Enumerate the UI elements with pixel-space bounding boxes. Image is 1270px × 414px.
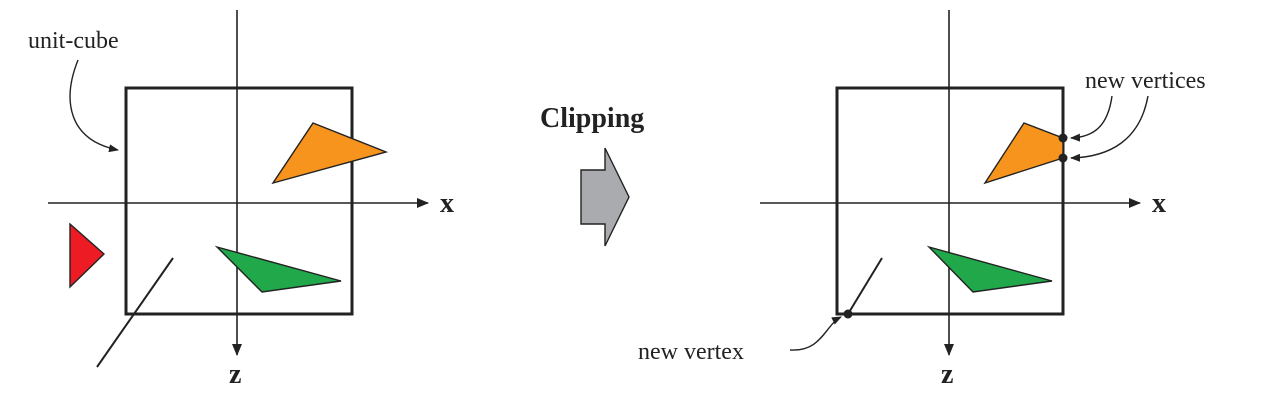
new-vertices-label: new vertices xyxy=(1085,68,1206,94)
new-vertex-dot-line xyxy=(843,309,853,319)
right-green-triangle xyxy=(926,245,1053,293)
right-panel: x z new vertices new vertex xyxy=(638,10,1206,390)
new-vertices-pointer-lower xyxy=(1070,95,1149,162)
left-unit-cube xyxy=(124,86,354,316)
new-vertex-dot-upper xyxy=(1058,133,1068,143)
right-x-axis-label: x xyxy=(1152,188,1166,219)
right-z-axis-label: z xyxy=(941,359,953,390)
left-x-axis-label: x xyxy=(440,188,454,219)
clipping-arrow-icon xyxy=(580,147,630,247)
clipping-label: Clipping xyxy=(540,103,644,134)
right-line-segment xyxy=(847,257,883,315)
left-red-triangle xyxy=(69,222,106,289)
right-unit-cube xyxy=(835,86,1065,316)
new-vertex-label: new vertex xyxy=(638,339,744,365)
left-line-segment xyxy=(96,257,174,368)
left-orange-triangle xyxy=(271,122,389,185)
new-vertex-dot-lower xyxy=(1058,153,1068,163)
unit-cube-label: unit-cube xyxy=(28,28,119,54)
left-panel: x z unit-cube xyxy=(28,10,454,390)
middle-section: Clipping xyxy=(540,103,644,247)
left-green-triangle xyxy=(214,245,342,293)
left-z-axis-label: z xyxy=(229,359,241,390)
new-vertices-pointer-upper xyxy=(1070,95,1113,142)
unit-cube-pointer xyxy=(69,59,119,153)
right-orange-clipped-polygon xyxy=(983,122,1064,185)
new-vertex-pointer xyxy=(789,316,842,351)
